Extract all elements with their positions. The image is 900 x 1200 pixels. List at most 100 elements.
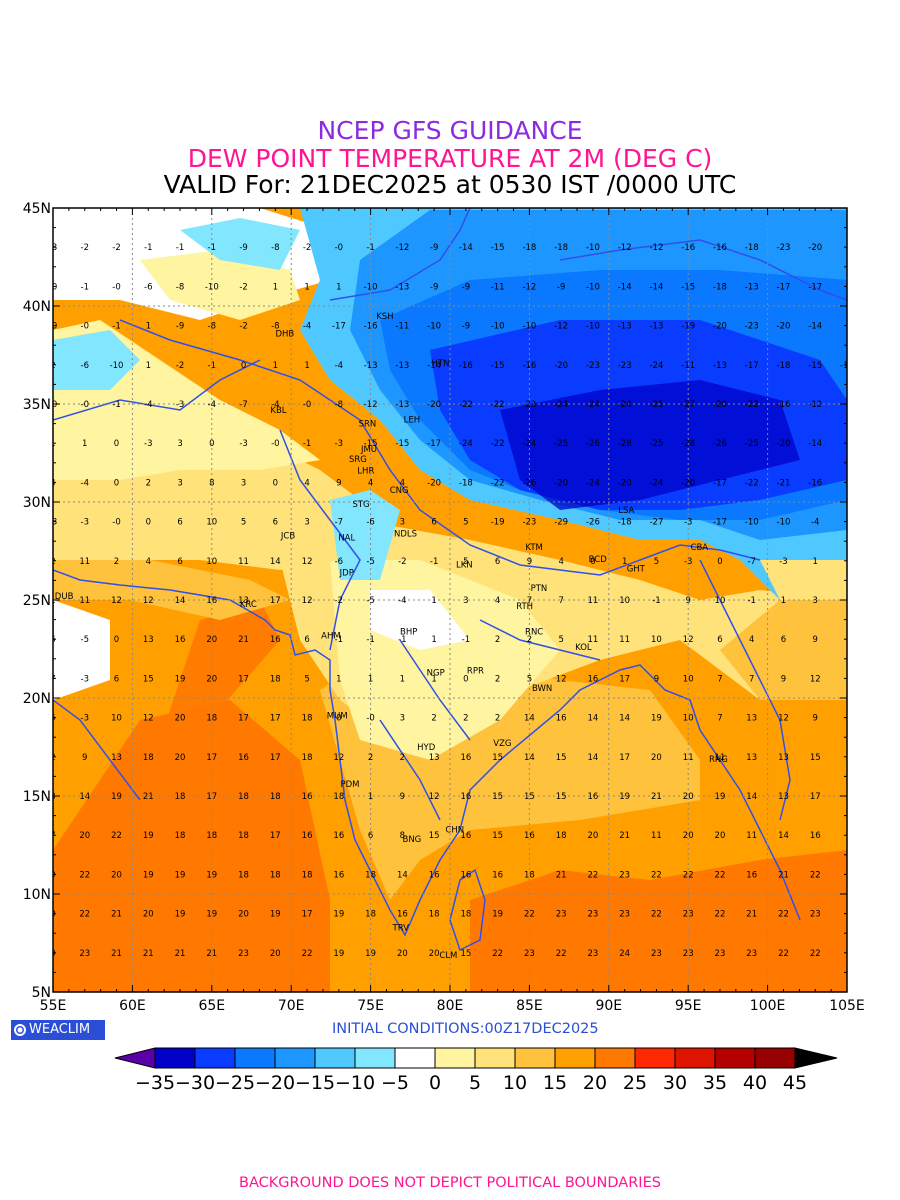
grid-value: 17 bbox=[302, 910, 313, 920]
grid-value: 6 bbox=[431, 518, 436, 528]
grid-value: -3 bbox=[49, 243, 57, 253]
station-label: GHT bbox=[627, 565, 646, 575]
lat-label: 30N bbox=[23, 495, 51, 511]
grid-value: -3 bbox=[684, 557, 692, 567]
station-label: CBA bbox=[691, 543, 709, 553]
station-label: SRG bbox=[349, 455, 367, 465]
colorbar-label: −5 bbox=[381, 1072, 409, 1094]
station-label: CHN bbox=[445, 825, 464, 835]
grid-value: -20 bbox=[713, 322, 727, 332]
lon-label: 85E bbox=[516, 998, 543, 1014]
lon-label: 105E bbox=[829, 998, 865, 1014]
grid-value: 15 bbox=[524, 792, 535, 802]
grid-value: 13 bbox=[238, 596, 249, 606]
grid-value: -1 bbox=[398, 635, 406, 645]
grid-value: -25 bbox=[554, 439, 568, 449]
colorbar-swatch bbox=[434, 1047, 476, 1069]
grid-value: 4 bbox=[304, 478, 309, 488]
station-label: BHP bbox=[400, 627, 417, 637]
grid-value: -12 bbox=[649, 243, 663, 253]
grid-value: 4 bbox=[400, 478, 405, 488]
grid-value: -14 bbox=[840, 361, 854, 371]
grid-value: 4 bbox=[146, 557, 151, 567]
grid-value: 13 bbox=[111, 753, 122, 763]
grid-value: 1 bbox=[273, 282, 278, 292]
grid-value: 1 bbox=[368, 674, 373, 684]
weaclim-logo-icon bbox=[14, 1024, 26, 1036]
grid-value: 13 bbox=[746, 714, 757, 724]
grid-value: -9 bbox=[176, 322, 184, 332]
station-label: NDLS bbox=[394, 529, 417, 539]
grid-value: 8 bbox=[400, 831, 405, 841]
grid-value: 3 bbox=[463, 596, 468, 606]
grid-value: 16 bbox=[460, 870, 471, 880]
grid-value: 23 bbox=[588, 949, 599, 959]
grid-value: 11 bbox=[79, 557, 90, 567]
grid-value: 16 bbox=[460, 831, 471, 841]
grid-value: -13 bbox=[649, 322, 663, 332]
grid-value: 9 bbox=[336, 478, 341, 488]
grid-value: 18 bbox=[429, 910, 440, 920]
grid-value: -1 bbox=[747, 596, 755, 606]
grid-value: 0 bbox=[241, 361, 246, 371]
grid-value: 23 bbox=[556, 910, 567, 920]
grid-value: 2 bbox=[495, 674, 500, 684]
grid-value: 16 bbox=[746, 870, 757, 880]
grid-value: 20 bbox=[111, 870, 122, 880]
grid-value: 16 bbox=[397, 910, 408, 920]
grid-value: 12 bbox=[810, 674, 821, 684]
grid-value: -3 bbox=[176, 400, 184, 410]
colorbar-swatch bbox=[634, 1047, 676, 1069]
grid-value: -0 bbox=[49, 282, 57, 292]
grid-value: -0 bbox=[366, 714, 374, 724]
grid-value: -3 bbox=[81, 518, 89, 528]
grid-value: -12 bbox=[554, 322, 568, 332]
grid-value: -17 bbox=[427, 439, 441, 449]
grid-value: -15 bbox=[395, 439, 409, 449]
grid-value: -3 bbox=[144, 439, 152, 449]
grid-value: -4 bbox=[303, 322, 311, 332]
grid-value: 2 bbox=[50, 557, 55, 567]
grid-value: -12 bbox=[395, 243, 409, 253]
initial-conditions: INITIAL CONDITIONS:00Z17DEC2025 bbox=[332, 1021, 599, 1037]
grid-value: 17 bbox=[619, 753, 630, 763]
grid-value: -16 bbox=[808, 478, 822, 488]
grid-value: 24 bbox=[619, 949, 630, 959]
grid-value: 7 bbox=[50, 674, 55, 684]
grid-value: 0 bbox=[114, 478, 119, 488]
grid-value: 11 bbox=[683, 753, 694, 763]
grid-value: 22 bbox=[588, 870, 599, 880]
grid-value: -6 bbox=[144, 282, 152, 292]
grid-value: 2 bbox=[495, 714, 500, 724]
grid-value: 0 bbox=[717, 557, 722, 567]
colorbar-label: −10 bbox=[335, 1072, 375, 1094]
grid-value: 10 bbox=[651, 635, 662, 645]
colorbar-label: 40 bbox=[743, 1072, 767, 1094]
lat-label: 15N bbox=[23, 789, 51, 805]
grid-value: -3 bbox=[335, 439, 343, 449]
grid-value: -6 bbox=[335, 557, 343, 567]
grid-value: 16 bbox=[206, 596, 217, 606]
grid-value: 22 bbox=[524, 910, 535, 920]
grid-value: 5 bbox=[50, 714, 55, 724]
grid-value: -2 bbox=[303, 243, 311, 253]
grid-value: 23 bbox=[683, 949, 694, 959]
grid-value: 22 bbox=[715, 910, 726, 920]
grid-value: 17 bbox=[270, 596, 281, 606]
colorbar-swatch bbox=[674, 1047, 716, 1069]
grid-value: 0 bbox=[50, 910, 55, 920]
grid-value: 4 bbox=[368, 478, 373, 488]
colorbar-label: 10 bbox=[503, 1072, 527, 1094]
grid-value: 2 bbox=[431, 714, 436, 724]
grid-value: 7 bbox=[558, 596, 563, 606]
grid-value: -22 bbox=[491, 400, 505, 410]
grid-value: -23 bbox=[745, 322, 759, 332]
grid-value: 8 bbox=[209, 478, 214, 488]
grid-value: 18 bbox=[302, 870, 313, 880]
lon-label: 95E bbox=[675, 998, 702, 1014]
grid-value: -14 bbox=[618, 282, 632, 292]
grid-value: -6 bbox=[81, 361, 89, 371]
grid-value: 18 bbox=[365, 910, 376, 920]
grid-value: -24 bbox=[586, 400, 600, 410]
